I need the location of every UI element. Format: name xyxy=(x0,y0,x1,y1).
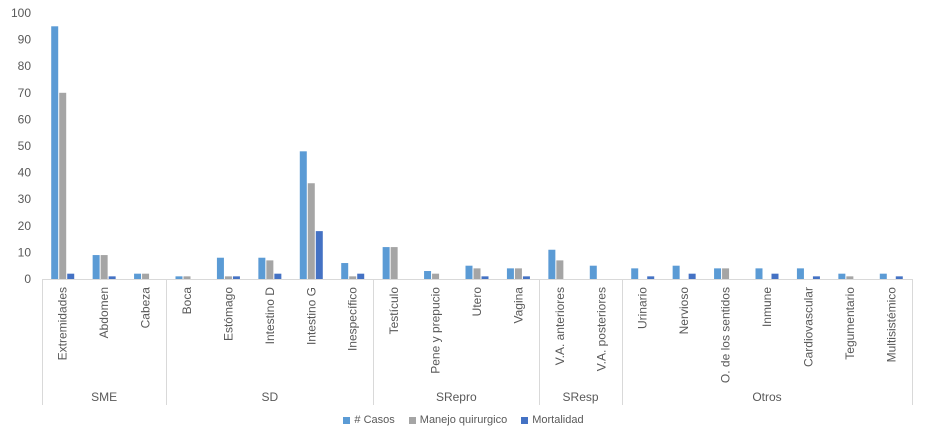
bar-manejo-quirurgico-inespecifico xyxy=(349,276,357,279)
bar-manejo-quirurgico-o-de-los-sentidos xyxy=(722,268,730,279)
bar-mortalidad-utero xyxy=(481,276,489,279)
bar-casos-intestino-g xyxy=(299,151,307,279)
y-tick-label: 0 xyxy=(24,272,31,286)
x-tick-label: O. de los sentidos xyxy=(719,287,733,383)
x-tick-label: Intestino G xyxy=(304,287,318,345)
legend-item-casos: # Casos xyxy=(343,414,395,426)
bar-casos-intestino-d xyxy=(258,257,266,279)
bar-casos-inmune xyxy=(755,268,763,279)
group-label-sd: SD xyxy=(262,390,279,404)
bar-mortalidad-inmune xyxy=(771,273,779,279)
legend: # Casos Manejo quirurgico Mortalidad xyxy=(0,414,927,426)
x-tick-label: Intestino D xyxy=(263,287,277,345)
bar-casos-pene-y-prepucio xyxy=(424,271,432,279)
group-label-srepro: SRepro xyxy=(436,390,477,404)
bar-manejo-quirurgico-extremidades xyxy=(59,92,67,279)
x-tick-label: Tegumentario xyxy=(843,287,857,360)
y-tick-label: 100 xyxy=(11,6,31,20)
x-tick-label: Abdomen xyxy=(97,287,111,338)
bar-manejo-quirurgico-intestino-g xyxy=(307,183,315,279)
bar-manejo-quirurgico-abdomen xyxy=(100,255,108,279)
bar-casos-cardiovascular xyxy=(796,268,804,279)
bar-manejo-quirurgico-cabeza xyxy=(142,273,150,279)
bar-mortalidad-extremidades xyxy=(67,273,75,279)
legend-swatch-casos xyxy=(343,416,351,424)
bar-mortalidad-vagina xyxy=(522,276,530,279)
bar-manejo-quirurgico-tegumentario xyxy=(846,276,854,279)
y-tick-label: 60 xyxy=(18,112,32,126)
bar-manejo-quirurgico-intestino-d xyxy=(266,260,274,279)
bar-manejo-quirurgico-estomago xyxy=(224,276,232,279)
x-tick-label: Utero xyxy=(470,287,484,317)
x-tick-label: Cardiovascular xyxy=(801,287,815,367)
legend-item-mortalidad: Mortalidad xyxy=(521,414,584,426)
bar-mortalidad-urinario xyxy=(647,276,655,279)
x-tick-label: Urinario xyxy=(636,287,650,329)
bar-mortalidad-abdomen xyxy=(108,276,116,279)
bar-casos-vagina xyxy=(506,268,514,279)
bar-casos-utero xyxy=(465,265,473,279)
bar-manejo-quirurgico-utero xyxy=(473,268,481,279)
bar-manejo-quirurgico-testiculo xyxy=(390,247,398,279)
x-tick-label: V.A. anteriores xyxy=(553,287,567,365)
legend-swatch-manejo xyxy=(408,416,416,424)
bar-casos-estomago xyxy=(216,257,224,279)
legend-label-casos: # Casos xyxy=(354,414,395,426)
x-tick-label: Estómago xyxy=(221,287,235,341)
bar-casos-urinario xyxy=(631,268,639,279)
bar-mortalidad-intestino-d xyxy=(274,273,282,279)
legend-label-mortalidad: Mortalidad xyxy=(532,414,584,426)
x-tick-label: Cabeza xyxy=(139,287,153,329)
bar-casos-testiculo xyxy=(382,247,390,279)
group-label-sme: SME xyxy=(91,390,117,404)
bar-mortalidad-nervioso xyxy=(688,273,696,279)
y-tick-label: 50 xyxy=(18,139,32,153)
x-tick-label: Inespecífico xyxy=(346,287,360,351)
bar-casos-multisistemico xyxy=(879,273,887,279)
bar-casos-o-de-los-sentidos xyxy=(714,268,722,279)
legend-swatch-mortalidad xyxy=(521,416,529,424)
bar-casos-extremidades xyxy=(51,26,59,279)
bar-manejo-quirurgico-pene-y-prepucio xyxy=(432,273,440,279)
x-tick-label: Nervioso xyxy=(677,287,691,335)
bar-casos-abdomen xyxy=(92,255,100,279)
bar-mortalidad-multisistemico xyxy=(895,276,903,279)
x-tick-label: Testículo xyxy=(387,287,401,335)
bar-casos-tegumentario xyxy=(838,273,846,279)
bar-casos-nervioso xyxy=(672,265,680,279)
y-tick-label: 20 xyxy=(18,219,32,233)
y-tick-label: 30 xyxy=(18,192,32,206)
y-tick-label: 10 xyxy=(18,245,32,259)
bar-mortalidad-inespecifico xyxy=(357,273,365,279)
bar-casos-v-a-posteriores xyxy=(589,265,597,279)
x-tick-label: Vagina xyxy=(511,287,525,324)
bar-casos-v-a-anteriores xyxy=(548,249,556,279)
bar-casos-boca xyxy=(175,276,183,279)
group-label-sresp: SResp xyxy=(563,390,599,404)
bar-manejo-quirurgico-vagina xyxy=(514,268,522,279)
bar-mortalidad-cardiovascular xyxy=(812,276,820,279)
bar-casos-inespecifico xyxy=(341,263,349,279)
y-tick-label: 70 xyxy=(18,86,32,100)
bar-casos-cabeza xyxy=(134,273,142,279)
x-tick-label: Extremidades xyxy=(56,287,70,360)
x-tick-label: Inmune xyxy=(760,287,774,327)
bar-mortalidad-estomago xyxy=(232,276,240,279)
bar-manejo-quirurgico-boca xyxy=(183,276,191,279)
group-label-otros: Otros xyxy=(752,390,781,404)
y-tick-label: 90 xyxy=(18,33,32,47)
x-tick-label: Pene y prepucio xyxy=(429,287,443,374)
legend-label-manejo: Manejo quirurgico xyxy=(419,414,508,426)
y-tick-label: 40 xyxy=(18,166,32,180)
x-tick-label: V.A. posteriores xyxy=(594,287,608,371)
bar-mortalidad-intestino-g xyxy=(315,231,323,279)
x-tick-label: Multisistémico xyxy=(884,287,898,363)
y-tick-label: 80 xyxy=(18,59,32,73)
bar-manejo-quirurgico-v-a-anteriores xyxy=(556,260,564,279)
x-tick-label: Boca xyxy=(180,287,194,315)
legend-item-manejo: Manejo quirurgico xyxy=(408,414,508,426)
